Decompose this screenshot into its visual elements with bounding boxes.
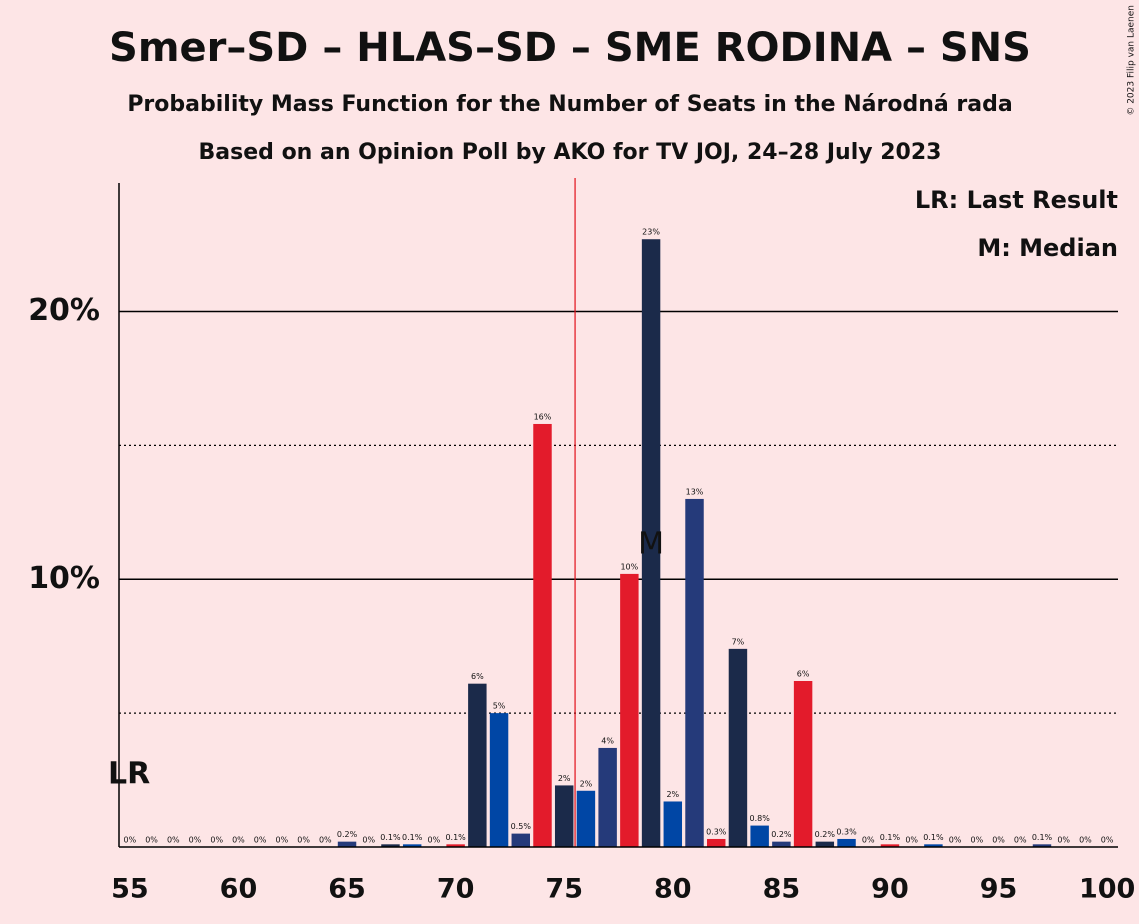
- value-label: 0.5%: [511, 822, 532, 831]
- bar: [1032, 844, 1052, 847]
- x-tick-label: 95: [980, 874, 1018, 905]
- value-label: 0.1%: [880, 833, 901, 842]
- bar: [489, 713, 509, 847]
- bar: [663, 801, 683, 847]
- value-label: 0.8%: [749, 814, 770, 823]
- value-label: 4%: [601, 736, 614, 745]
- value-label: 0.3%: [706, 827, 727, 836]
- bar: [924, 844, 943, 847]
- chart-subtitle: Probability Mass Function for the Number…: [127, 92, 1012, 117]
- value-label: 7%: [732, 637, 745, 646]
- bar: [685, 498, 704, 847]
- median-marker: M: [638, 527, 664, 562]
- value-label: 0%: [970, 836, 983, 845]
- x-tick-label: 60: [220, 874, 258, 905]
- bar: [468, 683, 487, 847]
- bar: [706, 838, 726, 847]
- value-label: 0%: [1079, 836, 1092, 845]
- value-label: 0.1%: [380, 833, 401, 842]
- bar: [598, 747, 617, 847]
- value-label: 0%: [297, 836, 310, 845]
- value-label: 0%: [319, 836, 332, 845]
- value-label: 10%: [620, 562, 638, 571]
- value-label: 0.1%: [1032, 833, 1053, 842]
- bar: [381, 844, 400, 847]
- bar: [750, 825, 769, 847]
- value-label: 2%: [558, 774, 571, 783]
- bar: [576, 790, 596, 847]
- x-tick-label: 90: [871, 874, 909, 905]
- value-label: 0%: [210, 836, 223, 845]
- value-label: 0%: [124, 836, 137, 845]
- value-label: 0%: [167, 836, 180, 845]
- value-label: 2%: [666, 790, 679, 799]
- value-label: 0.1%: [402, 833, 423, 842]
- x-tick-label: 100: [1079, 874, 1135, 905]
- value-label: 16%: [534, 412, 552, 421]
- value-label: 0%: [232, 836, 245, 845]
- value-label: 0.1%: [445, 833, 466, 842]
- bar: [533, 423, 552, 847]
- bar: [446, 844, 465, 847]
- value-label: 0%: [428, 836, 441, 845]
- x-tick-label: 70: [437, 874, 475, 905]
- y-tick-label: 10%: [28, 561, 100, 596]
- value-label: 0.2%: [771, 830, 792, 839]
- value-label: 0.2%: [337, 830, 358, 839]
- bar: [728, 648, 748, 847]
- value-label: 0%: [949, 836, 962, 845]
- bar: [337, 841, 357, 847]
- bar: [815, 841, 835, 847]
- value-label: 0%: [254, 836, 267, 845]
- value-label: 0%: [1057, 836, 1070, 845]
- value-label: 2%: [580, 779, 593, 788]
- bar: [837, 838, 856, 847]
- y-tick-label: 20%: [28, 293, 100, 328]
- bar: [772, 841, 791, 847]
- bar: [793, 681, 813, 847]
- chart-title: Smer–SD – HLAS–SD – SME RODINA – SNS: [109, 25, 1031, 71]
- bar: [641, 239, 661, 847]
- bar: [511, 833, 531, 847]
- value-label: 13%: [686, 487, 704, 496]
- value-label: 0%: [992, 836, 1005, 845]
- value-label: 0%: [189, 836, 202, 845]
- bar: [620, 573, 639, 847]
- copyright: © 2023 Filip van Laenen: [1127, 5, 1137, 116]
- legend-entry: M: Median: [977, 234, 1118, 262]
- legend-entry: LR: Last Result: [915, 186, 1118, 214]
- value-label: 0%: [1014, 836, 1027, 845]
- value-label: 0%: [1101, 836, 1114, 845]
- bar: [402, 844, 422, 847]
- x-tick-label: 80: [654, 874, 692, 905]
- x-tick-label: 85: [763, 874, 801, 905]
- value-label: 0%: [145, 836, 158, 845]
- value-label: 6%: [471, 672, 484, 681]
- value-label: 23%: [642, 228, 660, 237]
- lr-label: LR: [108, 757, 150, 792]
- value-label: 5%: [493, 702, 506, 711]
- x-tick-label: 55: [111, 874, 149, 905]
- value-label: 0%: [362, 836, 375, 845]
- value-label: 6%: [797, 670, 810, 679]
- value-label: 0.3%: [836, 827, 857, 836]
- x-tick-label: 75: [545, 874, 583, 905]
- bar: [880, 844, 900, 847]
- value-label: 0%: [276, 836, 289, 845]
- chart-subtitle: Based on an Opinion Poll by AKO for TV J…: [199, 140, 942, 165]
- x-tick-label: 65: [328, 874, 366, 905]
- bar: [554, 785, 574, 847]
- value-label: 0.1%: [923, 833, 944, 842]
- value-label: 0%: [862, 836, 875, 845]
- value-label: 0.2%: [815, 830, 836, 839]
- value-label: 0%: [905, 836, 918, 845]
